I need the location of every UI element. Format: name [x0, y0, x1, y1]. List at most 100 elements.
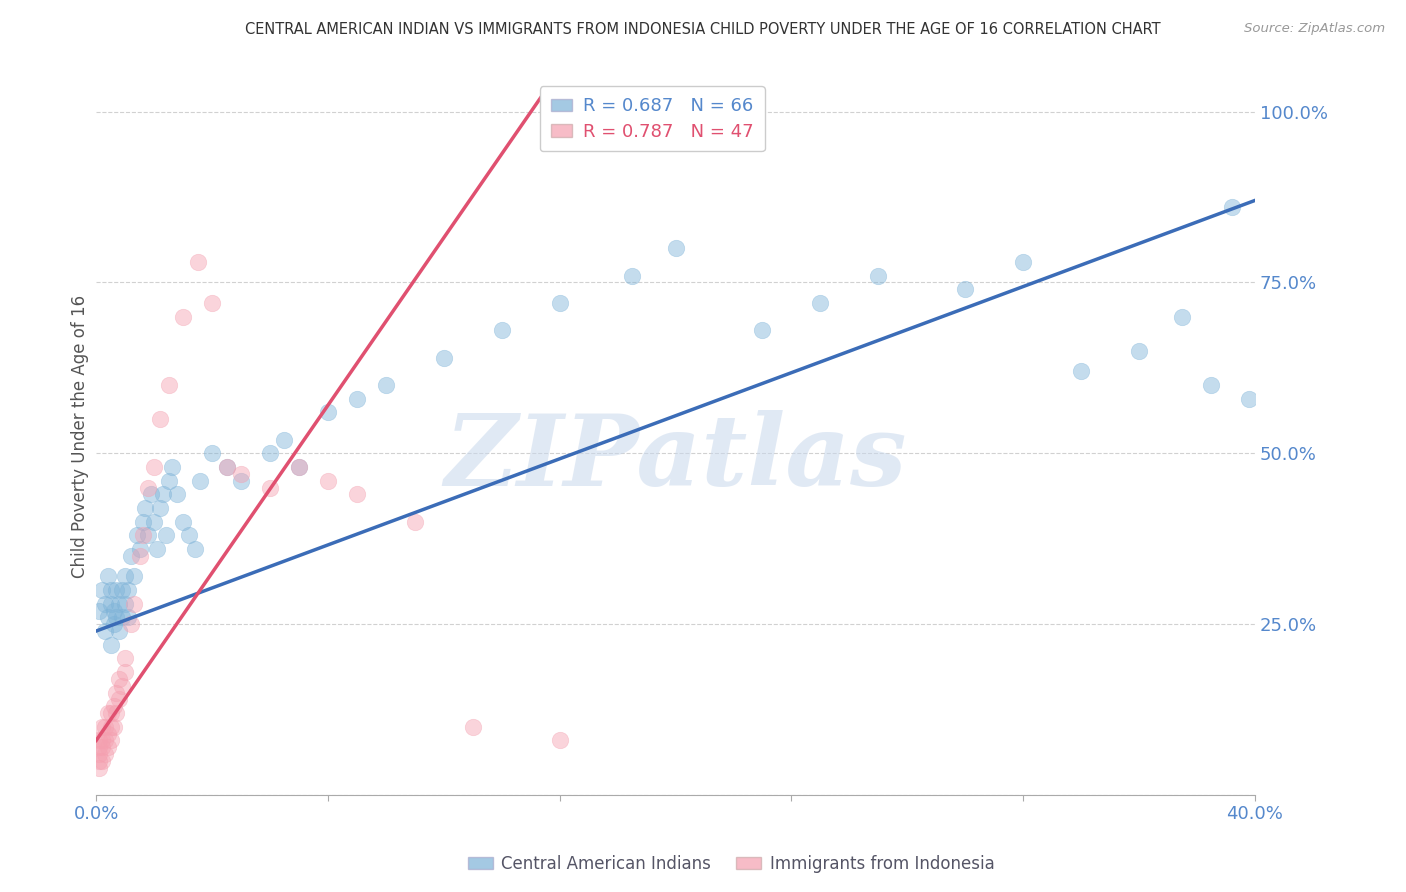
Point	[87, 747, 110, 761]
Point	[1070, 364, 1092, 378]
Text: Source: ZipAtlas.com: Source: ZipAtlas.com	[1244, 22, 1385, 36]
Point	[105, 706, 128, 720]
Point	[97, 726, 120, 740]
Point	[103, 617, 125, 632]
Point	[100, 638, 122, 652]
Point	[160, 460, 183, 475]
Text: CENTRAL AMERICAN INDIAN VS IMMIGRANTS FROM INDONESIA CHILD POVERTY UNDER THE AGE: CENTRAL AMERICAN INDIAN VS IMMIGRANTS FR…	[245, 22, 1161, 37]
Point	[91, 754, 114, 768]
Point	[131, 528, 153, 542]
Point	[108, 597, 131, 611]
Point	[97, 706, 120, 720]
Point	[751, 323, 773, 337]
Point	[288, 460, 311, 475]
Point	[87, 603, 110, 617]
Point	[1171, 310, 1194, 324]
Point	[138, 528, 160, 542]
Point	[87, 754, 110, 768]
Point	[1012, 255, 1035, 269]
Point	[172, 310, 194, 324]
Point	[108, 624, 131, 638]
Point	[87, 761, 110, 775]
Point	[404, 515, 426, 529]
Point	[664, 241, 686, 255]
Point	[103, 603, 125, 617]
Point	[259, 481, 281, 495]
Point	[187, 255, 209, 269]
Point	[117, 582, 139, 597]
Point	[91, 582, 114, 597]
Point	[120, 617, 142, 632]
Point	[111, 610, 134, 624]
Point	[94, 733, 117, 747]
Point	[316, 405, 339, 419]
Point	[100, 733, 122, 747]
Point	[953, 282, 976, 296]
Point	[155, 528, 177, 542]
Legend: R = 0.687   N = 66, R = 0.787   N = 47: R = 0.687 N = 66, R = 0.787 N = 47	[540, 87, 765, 152]
Point	[166, 487, 188, 501]
Point	[190, 474, 212, 488]
Point	[114, 569, 136, 583]
Point	[201, 446, 224, 460]
Point	[157, 474, 180, 488]
Point	[183, 541, 205, 556]
Point	[94, 720, 117, 734]
Point	[141, 487, 163, 501]
Point	[621, 268, 644, 283]
Point	[128, 549, 150, 563]
Point	[1220, 200, 1243, 214]
Point	[374, 378, 396, 392]
Point	[461, 720, 484, 734]
Point	[548, 733, 571, 747]
Text: ZIPatlas: ZIPatlas	[444, 409, 907, 506]
Point	[114, 597, 136, 611]
Point	[94, 624, 117, 638]
Point	[120, 549, 142, 563]
Point	[149, 501, 172, 516]
Point	[94, 597, 117, 611]
Point	[177, 528, 200, 542]
Point	[316, 474, 339, 488]
Point	[91, 733, 114, 747]
Point	[114, 651, 136, 665]
Point	[103, 720, 125, 734]
Point	[868, 268, 890, 283]
Point	[105, 685, 128, 699]
Point	[111, 679, 134, 693]
Point	[97, 740, 120, 755]
Point	[108, 672, 131, 686]
Point	[273, 433, 295, 447]
Point	[1128, 343, 1150, 358]
Point	[91, 720, 114, 734]
Point	[105, 582, 128, 597]
Point	[122, 597, 145, 611]
Point	[97, 610, 120, 624]
Point	[288, 460, 311, 475]
Point	[114, 665, 136, 679]
Point	[138, 481, 160, 495]
Point	[433, 351, 456, 365]
Point	[259, 446, 281, 460]
Point	[111, 582, 134, 597]
Point	[87, 733, 110, 747]
Point	[131, 515, 153, 529]
Point	[100, 706, 122, 720]
Point	[143, 515, 166, 529]
Point	[94, 747, 117, 761]
Y-axis label: Child Poverty Under the Age of 16: Child Poverty Under the Age of 16	[72, 294, 89, 578]
Point	[346, 487, 368, 501]
Point	[128, 541, 150, 556]
Point	[215, 460, 238, 475]
Point	[103, 699, 125, 714]
Point	[149, 412, 172, 426]
Point	[1237, 392, 1260, 406]
Point	[125, 528, 148, 542]
Point	[87, 740, 110, 755]
Point	[157, 378, 180, 392]
Point	[229, 467, 252, 481]
Point	[152, 487, 174, 501]
Point	[91, 740, 114, 755]
Point	[100, 597, 122, 611]
Point	[134, 501, 156, 516]
